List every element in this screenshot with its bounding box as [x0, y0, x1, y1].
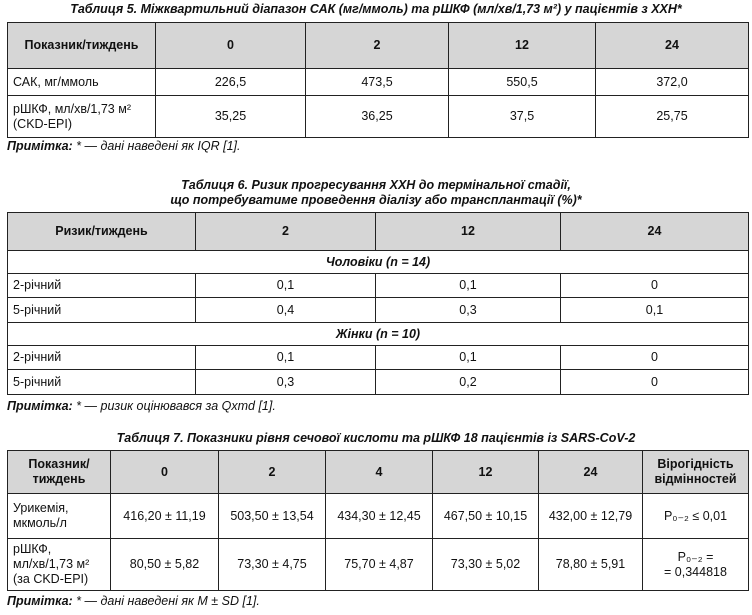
header-cell: 12 [432, 450, 539, 494]
note-text: * — дані наведені як IQR [1]. [72, 139, 241, 153]
note-label: Примітка: [7, 594, 73, 608]
header-cell: Ризик/тиждень [7, 212, 196, 251]
table-cell: 503,50 ± 13,54 [218, 493, 326, 539]
table-cell: 73,30 ± 4,75 [218, 538, 326, 591]
table-row: Урикемія, мкмоль/л 416,20 ± 11,19 503,50 ±… [7, 493, 749, 539]
table-cell: 0,3 [375, 297, 561, 323]
note-text: * — ризик оцінювався за Qxmd [1]. [72, 399, 276, 413]
data-table: Показник/ тиждень 0 2 4 12 24 Вірогідність від… [7, 450, 749, 591]
header-cell: 2 [218, 450, 326, 494]
header-cell: 12 [375, 212, 561, 251]
table-cell: 416,20 ± 11,19 [110, 493, 219, 539]
table-row: рШКФ, мл/хв/1,73 м² (за CKD-EPI) 80,50 ± … [7, 538, 749, 591]
table-row: рШКФ, мл/хв/1,73 м² (CKD-EPI) 35,25 36,25 3… [7, 95, 749, 138]
header-cell: Показник/тиждень [7, 22, 156, 69]
header-cell: 4 [325, 450, 433, 494]
table-cell: 432,00 ± 12,79 [538, 493, 643, 539]
table-cell: 0 [560, 273, 749, 298]
table-row: 5-річний 0,3 0,2 0 [7, 369, 749, 395]
header-cell: Показник/ тиждень [7, 450, 111, 494]
table-cell: 35,25 [155, 95, 306, 138]
table-cell: P₀₋₂ ≤ 0,01 [642, 493, 749, 539]
table-cell: САК, мг/ммоль [7, 68, 156, 96]
table-cell: 467,50 ± 10,15 [432, 493, 539, 539]
table-title: Таблиця 5. Міжквартильний діапазон САК (… [70, 2, 682, 16]
table-note: Примітка: * — ризик оцінювався за Qxmd [… [7, 399, 276, 413]
group-row: Жінки (n = 10) [7, 322, 749, 346]
table-cell: 473,5 [305, 68, 449, 96]
table-cell: P₀₋₂ = = 0,344818 [642, 538, 749, 591]
header-row: Показник/тиждень 0 2 12 24 [7, 22, 749, 69]
header-cell: Вірогідність відмінностей [642, 450, 749, 494]
header-cell: 12 [448, 22, 596, 69]
note-text: * — дані наведені як M ± SD [1]. [72, 594, 260, 608]
table-cell: 2-річний [7, 273, 196, 298]
group-label: Жінки (n = 10) [7, 322, 749, 346]
table-row: САК, мг/ммоль 226,5 473,5 550,5 372,0 [7, 68, 749, 96]
table-cell: 0,3 [195, 369, 376, 395]
table-cell: 0 [560, 345, 749, 370]
table-cell: 434,30 ± 12,45 [325, 493, 433, 539]
table-cell: 37,5 [448, 95, 596, 138]
table-cell: 25,75 [595, 95, 749, 138]
table-cell: 78,80 ± 5,91 [538, 538, 643, 591]
table-note: Примітка: * — дані наведені як M ± SD [1… [7, 594, 260, 608]
table-cell: 80,50 ± 5,82 [110, 538, 219, 591]
note-label: Примітка: [7, 139, 73, 153]
table-row: 2-річний 0,1 0,1 0 [7, 273, 749, 298]
table-cell: 5-річний [7, 369, 196, 395]
table-cell: 2-річний [7, 345, 196, 370]
header-row: Показник/ тиждень 0 2 4 12 24 Вірогідність від… [7, 450, 749, 494]
table-cell: рШКФ, мл/хв/1,73 м² (CKD-EPI) [7, 95, 156, 138]
table-title: Таблиця 6. Ризик прогресування ХХН до те… [170, 178, 582, 207]
table-cell: 0,2 [375, 369, 561, 395]
header-cell: 0 [110, 450, 219, 494]
group-row: Чоловіки (n = 14) [7, 250, 749, 274]
note-label: Примітка: [7, 399, 73, 413]
table-cell: 0,1 [195, 345, 376, 370]
table-cell: 0,1 [375, 273, 561, 298]
table-cell: 0,1 [195, 273, 376, 298]
header-cell: 0 [155, 22, 306, 69]
header-cell: 2 [195, 212, 376, 251]
table-cell: 0,4 [195, 297, 376, 323]
table-cell: 75,70 ± 4,87 [325, 538, 433, 591]
table-cell: Урикемія, мкмоль/л [7, 493, 111, 539]
table-cell: 226,5 [155, 68, 306, 96]
table-cell: 0,1 [560, 297, 749, 323]
header-row: Ризик/тиждень 2 12 24 [7, 212, 749, 251]
table-cell: 0,1 [375, 345, 561, 370]
header-cell: 24 [560, 212, 749, 251]
table-cell: рШКФ, мл/хв/1,73 м² (за CKD-EPI) [7, 538, 111, 591]
header-cell: 24 [595, 22, 749, 69]
table-cell: 550,5 [448, 68, 596, 96]
table-row: 5-річний 0,4 0,3 0,1 [7, 297, 749, 323]
data-table: Ризик/тиждень 2 12 24 Чоловіки (n = 14) 2-річ… [7, 212, 749, 395]
group-label: Чоловіки (n = 14) [7, 250, 749, 274]
table-title: Таблиця 7. Показники рівня сечової кисло… [116, 431, 636, 445]
table-cell: 0 [560, 369, 749, 395]
table-cell: 36,25 [305, 95, 449, 138]
table-cell: 372,0 [595, 68, 749, 96]
table-note: Примітка: * — дані наведені як IQR [1]. [7, 139, 240, 153]
data-table: Показник/тиждень 0 2 12 24 САК, мг/ммоль 226,5… [7, 22, 749, 138]
header-cell: 24 [538, 450, 643, 494]
header-cell: 2 [305, 22, 449, 69]
table-cell: 73,30 ± 5,02 [432, 538, 539, 591]
table-cell: 5-річний [7, 297, 196, 323]
table-row: 2-річний 0,1 0,1 0 [7, 345, 749, 370]
